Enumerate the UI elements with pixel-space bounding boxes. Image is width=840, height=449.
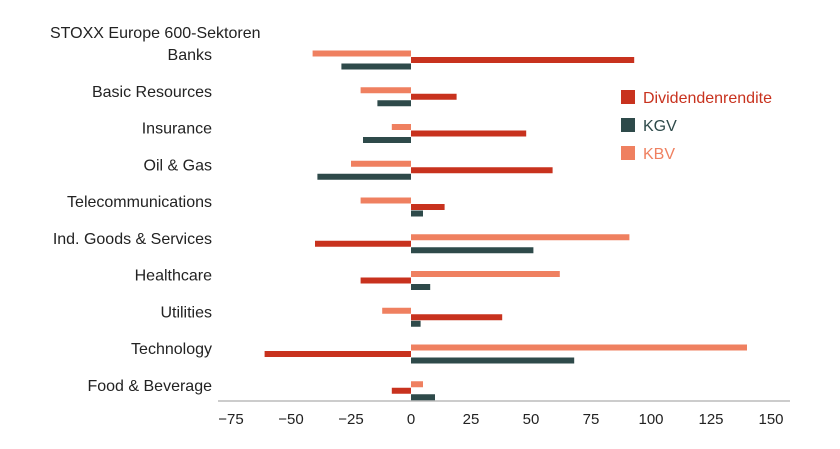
legend-label-kbv: KBV	[643, 146, 675, 163]
bar-kbv-technology	[411, 344, 747, 351]
legend-label-dividendenrendite: Dividendenrendite	[643, 90, 772, 107]
bar-dividendenrendite-basic-resources	[411, 93, 457, 100]
bar-kgv-oil-gas	[317, 173, 411, 180]
bar-dividendenrendite-insurance	[411, 130, 527, 137]
bar-kgv-insurance	[363, 137, 411, 143]
bar-dividendenrendite-ind-goods-services	[315, 240, 411, 247]
bar-kgv-ind-goods-services	[411, 247, 534, 254]
bar-kgv-banks	[341, 63, 411, 70]
bar-kbv-banks	[312, 50, 411, 57]
bar-kbv-insurance	[391, 124, 411, 130]
category-label-telecommunications: Telecommunications	[67, 194, 212, 211]
category-label-ind-goods-services: Ind. Goods & Services	[53, 231, 212, 248]
bar-kbv-telecommunications	[360, 197, 411, 204]
bar-kbv-utilities	[382, 307, 411, 314]
x-tick-label: 150	[758, 411, 783, 428]
bar-kbv-ind-goods-services	[411, 234, 630, 241]
x-tick-label: 125	[698, 411, 723, 428]
bar-kbv-oil-gas	[351, 160, 411, 167]
x-tick-label: −75	[218, 411, 243, 428]
bar-dividendenrendite-oil-gas	[411, 167, 553, 174]
legend-swatch-kbv	[621, 146, 635, 160]
category-label-oil-gas: Oil & Gas	[144, 157, 212, 174]
category-label-food-beverage: Food & Beverage	[87, 378, 212, 395]
chart-title: STOXX Europe 600-Sektoren	[50, 25, 261, 42]
bar-dividendenrendite-banks	[411, 57, 635, 63]
x-tick-label: 0	[407, 411, 415, 428]
category-label-healthcare: Healthcare	[135, 268, 212, 285]
bar-kgv-utilities	[411, 320, 421, 327]
x-tick-label: 100	[638, 411, 663, 428]
x-tick-labels: −75 −50 −25 0 25 50 75 100 125 150	[218, 411, 783, 428]
category-label-banks: Banks	[168, 47, 212, 64]
bar-kgv-technology	[411, 357, 575, 364]
x-tick-label: 25	[463, 411, 480, 428]
x-tick-label: −50	[278, 411, 303, 428]
bar-kgv-food-beverage	[411, 394, 435, 401]
bar-dividendenrendite-utilities	[411, 314, 503, 321]
legend-swatch-kgv	[621, 118, 635, 132]
bar-dividendenrendite-food-beverage	[391, 387, 411, 394]
x-tick-label: 50	[523, 411, 540, 428]
bar-kbv-food-beverage	[411, 381, 423, 388]
legend-label-kgv: KGV	[643, 118, 677, 135]
legend-swatch-dividendenrendite	[621, 90, 635, 104]
bar-kbv-basic-resources	[360, 87, 411, 94]
bar-dividendenrendite-healthcare	[360, 277, 411, 284]
category-label-utilities: Utilities	[160, 304, 212, 321]
bar-kgv-healthcare	[411, 284, 431, 290]
legend: Dividendenrendite KGV KBV	[621, 90, 772, 163]
bar-kgv-basic-resources	[377, 100, 411, 107]
x-tick-label: −25	[338, 411, 363, 428]
bar-dividendenrendite-telecommunications	[411, 204, 445, 210]
category-label-insurance: Insurance	[142, 121, 212, 138]
x-tick-label: 75	[583, 411, 600, 428]
bar-dividendenrendite-technology	[264, 351, 411, 357]
bars-group	[264, 50, 747, 401]
bar-kbv-healthcare	[411, 271, 560, 277]
bar-kgv-telecommunications	[411, 210, 423, 217]
category-label-basic-resources: Basic Resources	[92, 84, 212, 101]
category-labels: Banks Basic Resources Insurance Oil & Gas Te…	[53, 47, 212, 395]
category-label-technology: Technology	[131, 341, 212, 358]
